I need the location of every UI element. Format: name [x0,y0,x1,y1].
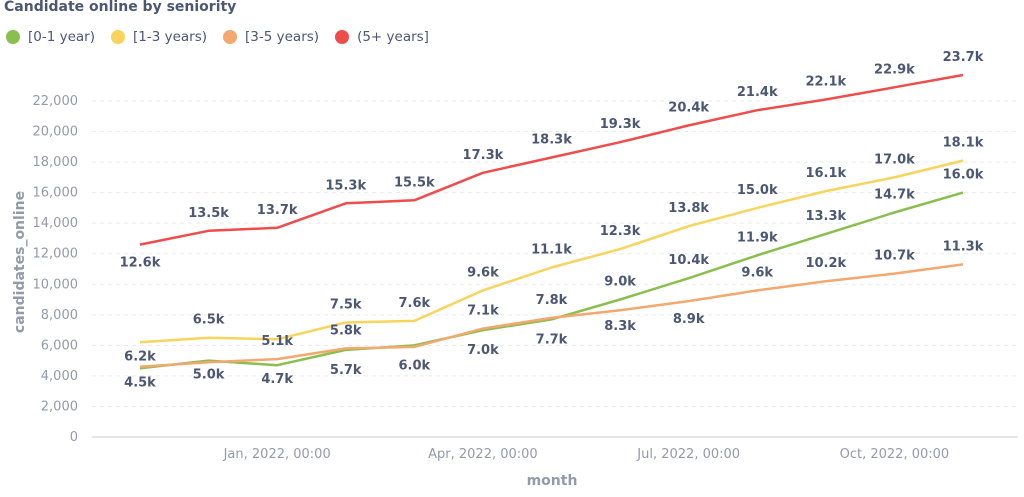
data-label: 18.1k [943,136,984,151]
data-label: 13.3k [805,209,846,224]
x-axis-label: month [527,473,578,489]
data-label: 8.9k [673,312,705,327]
y-axis-label: candidates_online [12,191,28,333]
data-label: 23.7k [943,50,984,65]
x-tick-label: Oct, 2022, 00:00 [840,447,950,462]
data-label: 13.8k [668,201,709,216]
data-label: 15.5k [394,175,435,190]
chart-legend: [0-1 year) [1-3 years) [3-5 years) (5+ y… [6,29,429,45]
legend-label-1-3-years: [1-3 years) [133,29,208,45]
x-tick-label: Apr, 2022, 00:00 [428,447,538,462]
data-label: 15.3k [325,178,366,193]
data-label: 15.0k [737,183,778,198]
y-tick-label: 6,000 [41,338,78,353]
legend-item-1-3-years[interactable]: [1-3 years) [111,29,207,45]
data-label: 12.6k [120,256,161,271]
data-label: 9.6k [467,265,499,280]
y-tick-label: 8,000 [41,308,78,323]
data-label: 13.5k [188,206,229,221]
series-line-2[interactable] [139,263,964,368]
data-label: 6.0k [398,358,430,373]
data-label: 7.0k [467,343,499,358]
data-label: 17.0k [874,152,915,167]
data-label: 18.3k [531,133,572,148]
data-label: 19.3k [600,117,641,132]
data-label: 11.3k [943,239,984,254]
data-label: 13.7k [257,203,298,218]
data-label: 5.8k [330,323,362,338]
series-line-1[interactable] [139,159,964,344]
data-label: 6.2k [124,349,156,364]
y-tick-label: 0 [70,430,78,445]
legend-label-3-5-years: [3-5 years) [245,29,320,45]
x-axis-ticks: Jan, 2022, 00:00 Apr, 2022, 00:00 Jul, 202… [223,447,950,462]
data-label: 12.3k [600,224,641,239]
data-label: 14.7k [874,187,915,202]
data-label: 20.4k [668,100,709,115]
y-tick-label: 4,000 [41,369,78,384]
y-tick-label: 20,000 [33,125,79,140]
data-label: 16.1k [805,166,846,181]
data-label: 9.0k [604,275,636,290]
data-label: 5.7k [330,363,362,378]
data-label: 22.1k [805,74,846,89]
data-label: 22.9k [874,62,915,77]
legend-swatch-3-5-years [223,30,238,44]
x-tick-label: Jan, 2022, 00:00 [223,447,331,462]
series-line-3[interactable] [139,73,964,246]
legend-swatch-1-3-years [111,30,125,44]
data-label: 10.4k [668,253,709,268]
legend-item-3-5-years[interactable]: [3-5 years) [223,29,319,45]
x-tick-label: Jul, 2022, 00:00 [636,447,740,462]
data-label: 7.5k [330,297,362,312]
data-label: 21.4k [737,85,778,100]
y-tick-label: 2,000 [41,399,78,414]
y-tick-label: 10,000 [33,277,79,292]
data-label: 5.1k [261,334,293,349]
legend-label-0-1-year: [0-1 year) [28,29,95,45]
data-label: 4.5k [124,375,156,390]
legend-label-5-plus-years: (5+ years] [357,29,429,45]
data-label: 7.8k [536,293,568,308]
legend-swatch-5-plus-years [335,30,350,44]
data-label: 6.5k [193,313,225,328]
data-label: 11.1k [531,242,572,257]
series-line-0[interactable] [139,191,964,370]
legend-item-0-1-year[interactable]: [0-1 year) [6,29,95,45]
y-tick-label: 22,000 [33,94,79,109]
data-label: 7.7k [536,332,568,347]
data-label: 5.0k [193,368,225,383]
data-label: 7.6k [398,296,430,311]
data-label: 7.1k [467,304,499,319]
data-label: 11.9k [737,230,778,245]
data-label: 10.2k [805,256,846,271]
y-axis-ticks: 0 2,000 4,000 6,000 8,000 10,000 12,000 14,000 1… [33,94,79,445]
chart-title: Candidate online by seniority [4,0,237,15]
grid-lines [92,100,1018,438]
legend-swatch-0-1-year [6,30,20,44]
data-label: 4.7k [261,372,293,387]
data-label: 8.3k [604,319,636,334]
y-tick-label: 18,000 [33,155,79,170]
data-label: 17.3k [463,148,504,163]
y-tick-label: 16,000 [33,186,79,201]
data-label: 16.0k [943,168,984,183]
legend-item-5-plus-years[interactable]: (5+ years] [335,29,429,45]
y-tick-label: 14,000 [33,216,79,231]
y-tick-label: 12,000 [33,247,79,262]
series-lines [139,73,964,370]
data-label: 9.6k [741,265,773,280]
data-labels: 4.5k 5.0k 4.7k 5.7k 6.0k 7.0k 7.7k 9.0k 10.4k 11.… [120,50,984,390]
data-label: 10.7k [874,249,915,264]
